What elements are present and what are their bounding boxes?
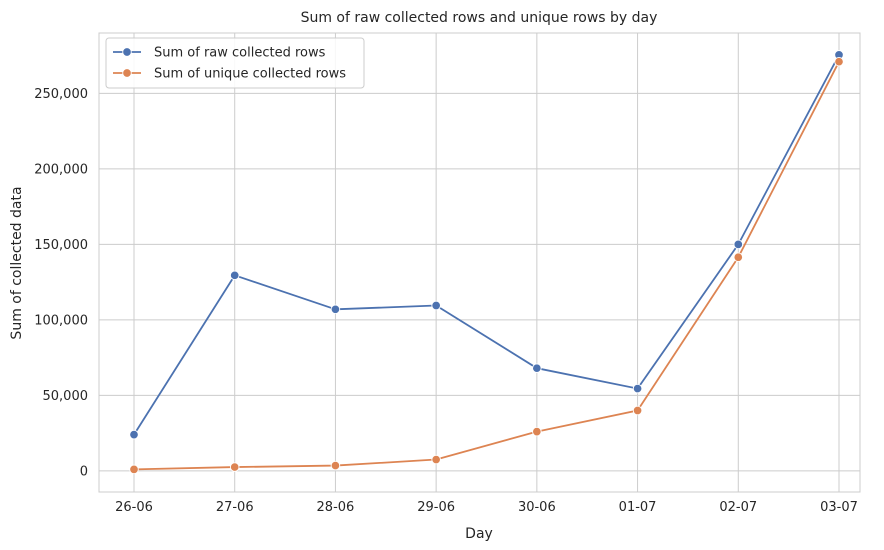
data-point <box>733 239 744 250</box>
y-axis-label: Sum of collected data <box>9 186 25 339</box>
legend: Sum of raw collected rows Sum of unique c… <box>105 37 365 89</box>
legend-marker <box>122 68 132 78</box>
data-point <box>632 383 643 394</box>
legend-label: Sum of unique collected rows <box>154 67 346 82</box>
y-axis-ticks: 0 50,000 100,000 150,000 200,000 250,000 <box>34 87 88 479</box>
legend-entry: Sum of raw collected rows <box>113 46 326 61</box>
x-axis-ticks: 26-06 27-06 28-06 29-06 30-06 01-07 02-07 03-07 <box>115 500 858 515</box>
data-point <box>834 56 844 67</box>
y-tick-label: 0 <box>80 464 88 479</box>
data-point <box>129 464 139 475</box>
x-tick-label: 30-06 <box>518 500 556 515</box>
data-point <box>330 304 341 315</box>
x-tick-label: 02-07 <box>719 500 757 515</box>
x-tick-label: 26-06 <box>115 500 153 515</box>
data-point <box>632 405 643 416</box>
data-point <box>229 270 240 281</box>
data-point <box>532 363 542 373</box>
legend-box <box>105 37 365 89</box>
legend-marker <box>122 47 132 57</box>
x-tick-label: 03-07 <box>820 500 858 515</box>
x-tick-label: 28-06 <box>317 500 355 515</box>
plot-area <box>98 32 861 493</box>
data-point <box>431 300 441 311</box>
plot-border <box>98 32 861 493</box>
data-point <box>532 426 542 437</box>
legend-label: Sum of raw collected rows <box>154 46 326 61</box>
y-tick-label: 250,000 <box>34 87 88 102</box>
series-group <box>129 50 844 475</box>
x-tick-label: 27-06 <box>216 500 254 515</box>
series-2 <box>129 56 844 475</box>
y-tick-label: 100,000 <box>34 313 88 328</box>
x-axis-label: Day <box>465 526 493 542</box>
data-point <box>733 252 744 262</box>
y-tick-label: 50,000 <box>43 389 89 404</box>
data-point <box>129 429 139 440</box>
plot-background <box>99 33 860 492</box>
data-point <box>431 454 441 465</box>
series-line <box>133 54 840 436</box>
data-point <box>229 462 240 472</box>
y-tick-label: 150,000 <box>34 238 88 253</box>
x-tick-label: 01-07 <box>619 500 657 515</box>
legend-entry: Sum of unique collected rows <box>113 67 346 82</box>
series-1 <box>129 50 844 440</box>
series-line <box>133 61 840 471</box>
y-tick-label: 200,000 <box>34 162 88 177</box>
chart-title: Sum of raw collected rows and unique row… <box>301 10 658 26</box>
data-point <box>330 460 341 471</box>
x-tick-label: 29-06 <box>417 500 455 515</box>
grid-lines <box>99 33 860 492</box>
